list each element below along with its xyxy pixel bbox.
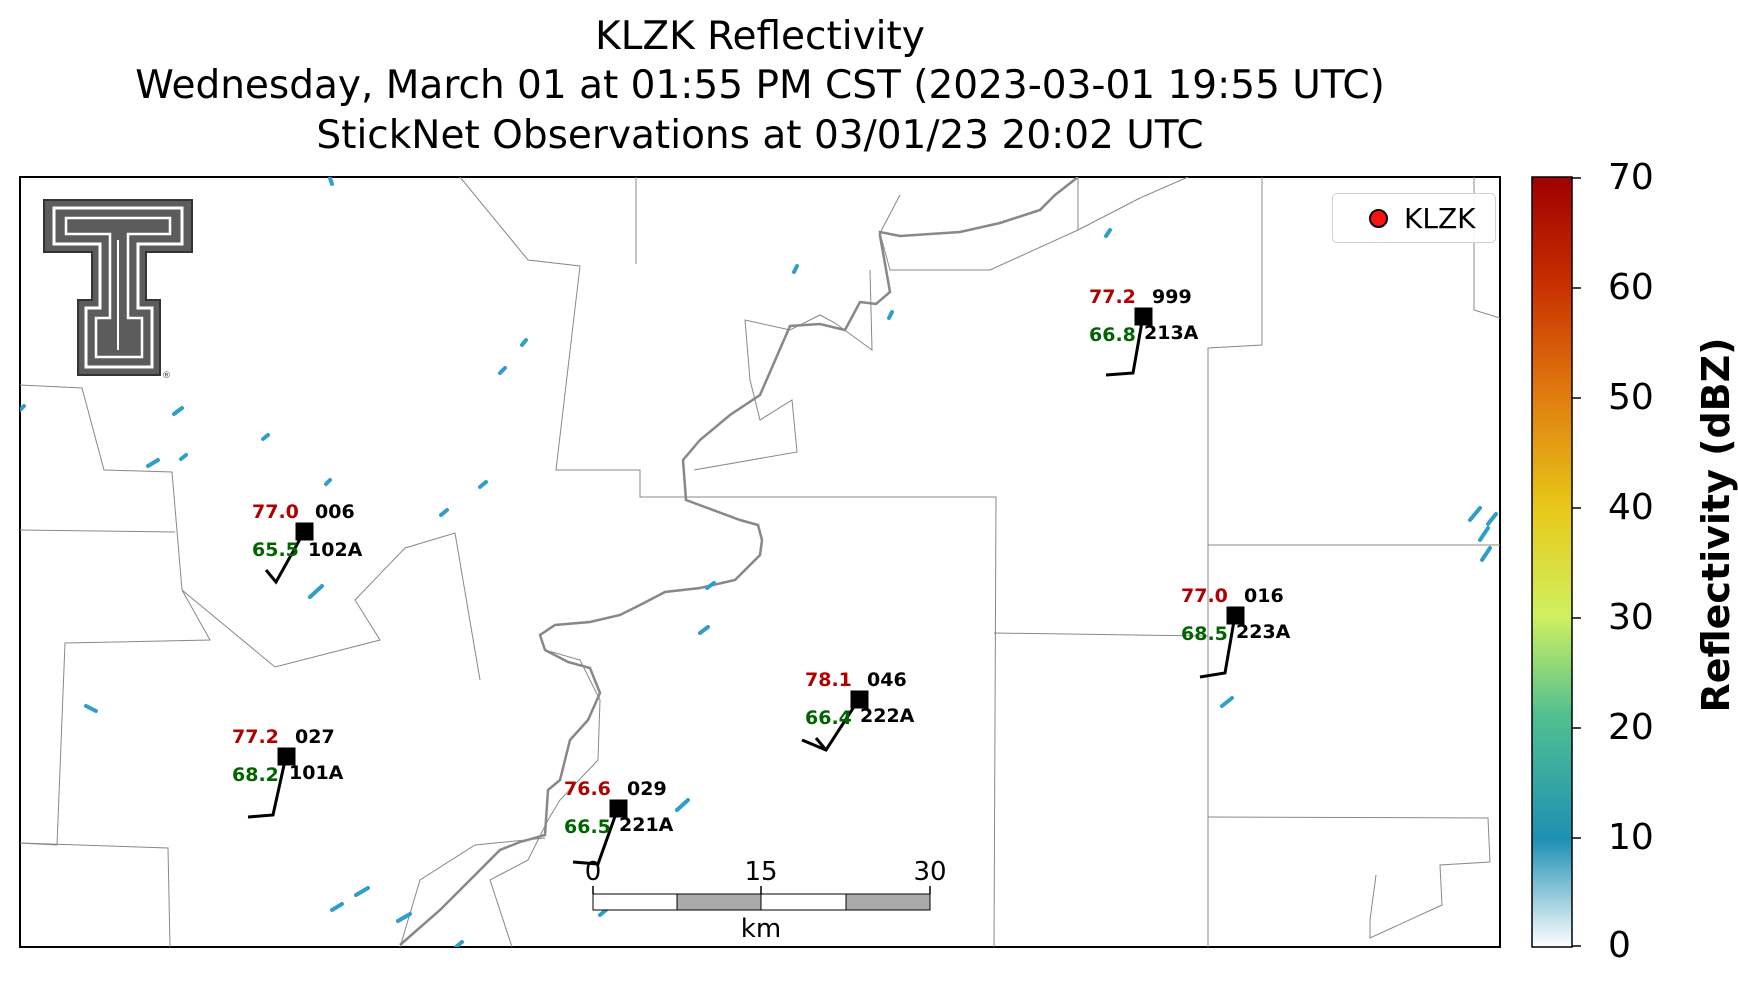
- station-102A: [264, 522, 314, 585]
- station-temp: 77.2: [1089, 286, 1136, 308]
- station-id: 213A: [1144, 322, 1199, 344]
- station-temp: 77.0: [1181, 585, 1228, 607]
- station-id: 223A: [1236, 621, 1291, 643]
- legend: KLZK: [1332, 193, 1496, 243]
- texas-tech-double-t-logo: ®: [43, 199, 193, 381]
- station-101A: [247, 747, 296, 819]
- colorbar-label: Reflectivity (dBZ): [1694, 337, 1738, 713]
- colorbar-tick: 70: [1608, 157, 1654, 198]
- station-temp: 76.6: [564, 778, 611, 800]
- station-dewpoint: 68.5: [1181, 623, 1228, 645]
- station-221A: [572, 799, 628, 866]
- station-wind-dir: 029: [627, 778, 667, 800]
- station-id: 222A: [860, 705, 915, 727]
- station-marker: [295, 522, 314, 541]
- wind-barb: [247, 755, 288, 819]
- station-dewpoint: 66.8: [1089, 324, 1136, 346]
- station-temp: 77.2: [232, 726, 279, 748]
- chart-title: KLZK Reflectivity: [595, 14, 925, 59]
- wind-barb: [572, 807, 620, 866]
- station-wind-dir: 027: [295, 726, 335, 748]
- scale-label: 15: [744, 857, 778, 887]
- station-213A: [1105, 307, 1153, 377]
- wind-barb: [1199, 614, 1237, 679]
- river: [399, 177, 1079, 946]
- wind-barb: [801, 698, 861, 752]
- map-frame: [19, 176, 1501, 948]
- colorbar: [1531, 176, 1581, 948]
- scale-label: 0: [584, 857, 602, 887]
- station-id: 101A: [289, 762, 344, 784]
- station-temp: 77.0: [252, 501, 299, 523]
- colorbar-tick: 60: [1608, 267, 1654, 308]
- colorbar-tick: 40: [1608, 487, 1654, 528]
- station-wind-dir: 046: [867, 669, 907, 691]
- station-temp: 78.1: [805, 669, 852, 691]
- scale-bar: [592, 886, 931, 911]
- scale-unit: km: [740, 914, 782, 944]
- station-dewpoint: 65.5: [252, 539, 299, 561]
- colorbar-tick: 30: [1608, 597, 1654, 638]
- wind-barb: [264, 531, 306, 585]
- station-wind-dir: 006: [315, 501, 355, 523]
- svg-text:®: ®: [162, 371, 171, 381]
- legend-label: KLZK: [1404, 201, 1476, 235]
- colorbar-tick: 0: [1608, 925, 1631, 966]
- colorbar-tick: 10: [1608, 817, 1654, 858]
- station-dewpoint: 66.5: [564, 816, 611, 838]
- station-dewpoint: 66.4: [805, 707, 852, 729]
- chart-subtitle-time: Wednesday, March 01 at 01:55 PM CST (202…: [135, 63, 1385, 108]
- station-id: 102A: [308, 539, 363, 561]
- station-dewpoint: 68.2: [232, 764, 279, 786]
- colorbar-tick: 50: [1608, 377, 1654, 418]
- radar-site-marker-icon: [1369, 208, 1388, 228]
- colorbar-tick: 20: [1608, 707, 1654, 748]
- station-223A: [1199, 606, 1245, 679]
- station-wind-dir: 999: [1152, 286, 1192, 308]
- reflectivity-echoes: [20, 177, 1498, 947]
- station-222A: [801, 690, 869, 752]
- station-id: 221A: [619, 814, 674, 836]
- wind-barb: [1105, 315, 1145, 377]
- station-wind-dir: 016: [1244, 585, 1284, 607]
- chart-subtitle-obs: StickNet Observations at 03/01/23 20:02 …: [316, 113, 1204, 158]
- scale-label: 30: [913, 857, 947, 887]
